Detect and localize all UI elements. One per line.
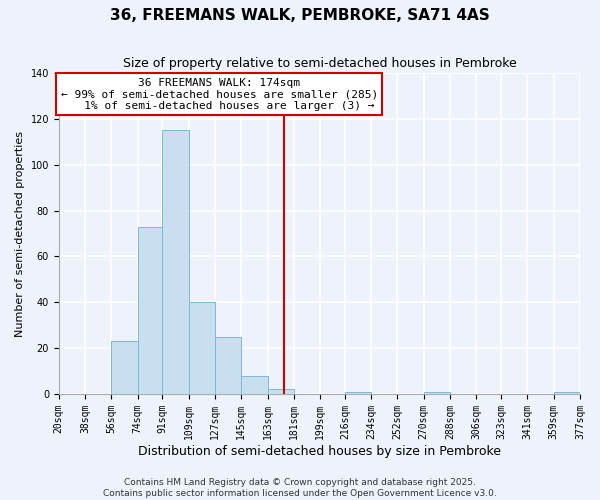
Text: Contains HM Land Registry data © Crown copyright and database right 2025.
Contai: Contains HM Land Registry data © Crown c… [103,478,497,498]
Bar [345,392,371,394]
Bar [554,392,580,394]
Text: 36, FREEMANS WALK, PEMBROKE, SA71 4AS: 36, FREEMANS WALK, PEMBROKE, SA71 4AS [110,8,490,22]
Bar [268,390,294,394]
Bar [424,392,450,394]
Y-axis label: Number of semi-detached properties: Number of semi-detached properties [15,130,25,336]
Bar [163,130,189,394]
Bar [112,342,137,394]
Bar [137,226,163,394]
X-axis label: Distribution of semi-detached houses by size in Pembroke: Distribution of semi-detached houses by … [138,444,501,458]
Text: 36 FREEMANS WALK: 174sqm
← 99% of semi-detached houses are smaller (285)
   1% o: 36 FREEMANS WALK: 174sqm ← 99% of semi-d… [61,78,378,111]
Bar [215,336,241,394]
Bar [241,376,268,394]
Bar [189,302,215,394]
Title: Size of property relative to semi-detached houses in Pembroke: Size of property relative to semi-detach… [122,58,516,70]
